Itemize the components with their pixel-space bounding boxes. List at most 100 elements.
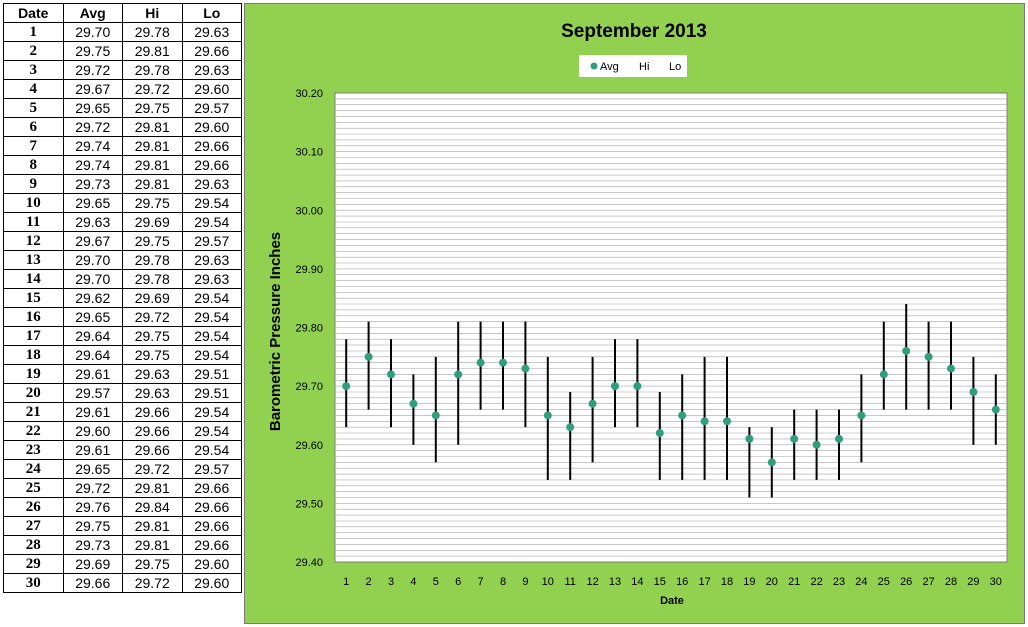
table-cell-date: 18 [3,345,64,365]
table-cell-date: 6 [3,117,64,137]
table-row: 29 29.69 29.75 29.60 [3,554,242,574]
avg-point [633,382,642,391]
table-cell-date: 17 [3,326,64,346]
table-cell-hi: 29.69 [122,288,183,308]
table-cell-hi: 29.75 [122,326,183,346]
table-cell-avg: 29.76 [62,497,123,517]
table-row: 28 29.73 29.81 29.66 [3,535,242,555]
table-cell-hi: 29.66 [122,440,183,460]
y-tick-label: 29.60 [295,440,323,452]
table-cell-date: 25 [3,478,64,498]
x-tick-label: 18 [721,576,733,588]
x-tick-label: 2 [366,576,372,588]
avg-point [521,364,530,373]
table-cell-avg: 29.67 [62,231,123,251]
table-cell-lo: 29.54 [181,402,242,422]
legend-label-avg: Avg [600,61,619,73]
table-cell-hi: 29.75 [122,554,183,574]
table-cell-lo: 29.66 [181,155,242,175]
table-row: 26 29.76 29.84 29.66 [3,497,242,517]
y-axis-label: Barometric Pressure Inches [267,232,284,431]
data-table: Date Avg Hi Lo 1 29.70 29.78 29.63 2 29.75 29.81 2… [3,3,242,593]
table-cell-date: 23 [3,440,64,460]
table-cell-avg: 29.61 [62,440,123,460]
table-header-date: Date [3,3,64,23]
table-row: 6 29.72 29.81 29.60 [3,117,242,137]
avg-point [767,458,776,467]
avg-point [364,352,373,361]
avg-point [902,346,911,355]
table-row: 24 29.65 29.72 29.57 [3,459,242,479]
chart-svg: 29.40 29.50 29.60 29.70 29.80 29.90 30.00 30.10… [267,21,1008,607]
table-cell-date: 14 [3,269,64,289]
table-cell-date: 16 [3,307,64,327]
avg-point [476,358,485,367]
avg-point [409,399,418,408]
x-tick-label: 9 [522,576,528,588]
table-cell-avg: 29.57 [62,383,123,403]
table-row: 23 29.61 29.66 29.54 [3,440,242,460]
table-cell-hi: 29.75 [122,193,183,213]
table-row: 20 29.57 29.63 29.51 [3,383,242,403]
table-cell-date: 1 [3,22,64,42]
table-cell-lo: 29.66 [181,41,242,61]
table-cell-hi: 29.78 [122,60,183,80]
avg-point [588,399,597,408]
x-tick-label: 10 [542,576,554,588]
table-row: 22 29.60 29.66 29.54 [3,421,242,441]
x-tick-label: 8 [500,576,506,588]
table-row: 1 29.70 29.78 29.63 [3,22,242,42]
x-tick-label: 23 [833,576,845,588]
y-tick-label: 29.80 [295,323,323,335]
table-row: 2 29.75 29.81 29.66 [3,41,242,61]
table-cell-date: 4 [3,79,64,99]
avg-point [543,411,552,420]
table-cell-avg: 29.60 [62,421,123,441]
x-tick-label: 29 [967,576,979,588]
x-tick-label: 12 [586,576,598,588]
table-cell-date: 11 [3,212,64,232]
table-cell-date: 10 [3,193,64,213]
avg-point [790,434,799,443]
avg-point [431,411,440,420]
legend-avg-marker [590,62,598,70]
table-cell-lo: 29.63 [181,269,242,289]
table-cell-avg: 29.65 [62,98,123,118]
x-tick-label: 19 [743,576,755,588]
table-cell-lo: 29.54 [181,288,242,308]
avg-point [700,417,709,426]
table-cell-avg: 29.63 [62,212,123,232]
table-cell-hi: 29.81 [122,478,183,498]
x-tick-label: 22 [810,576,822,588]
table-cell-hi: 29.66 [122,421,183,441]
avg-point [454,370,463,379]
table-cell-lo: 29.66 [181,136,242,156]
table-cell-avg: 29.72 [62,60,123,80]
table-cell-avg: 29.64 [62,345,123,365]
table-cell-hi: 29.78 [122,250,183,270]
table-cell-date: 22 [3,421,64,441]
avg-point [655,429,664,438]
table-cell-hi: 29.81 [122,117,183,137]
table-row: 7 29.74 29.81 29.66 [3,136,242,156]
x-axis-label: Date [660,595,684,607]
table-cell-avg: 29.65 [62,193,123,213]
table-cell-date: 27 [3,516,64,536]
table-cell-hi: 29.81 [122,41,183,61]
table-row: 11 29.63 29.69 29.54 [3,212,242,232]
table-cell-avg: 29.75 [62,41,123,61]
table-cell-lo: 29.60 [181,554,242,574]
legend-label-lo: Lo [669,61,681,73]
table-cell-hi: 29.72 [122,459,183,479]
table-cell-date: 7 [3,136,64,156]
y-tick-label: 30.20 [295,88,323,100]
table-cell-lo: 29.54 [181,326,242,346]
table-cell-avg: 29.74 [62,155,123,175]
y-tick-label: 29.40 [295,557,323,569]
table-cell-hi: 29.72 [122,79,183,99]
table-cell-avg: 29.72 [62,478,123,498]
table-cell-date: 28 [3,535,64,555]
x-tick-label: 17 [698,576,710,588]
x-tick-label: 25 [878,576,890,588]
table-row: 30 29.66 29.72 29.60 [3,573,242,593]
